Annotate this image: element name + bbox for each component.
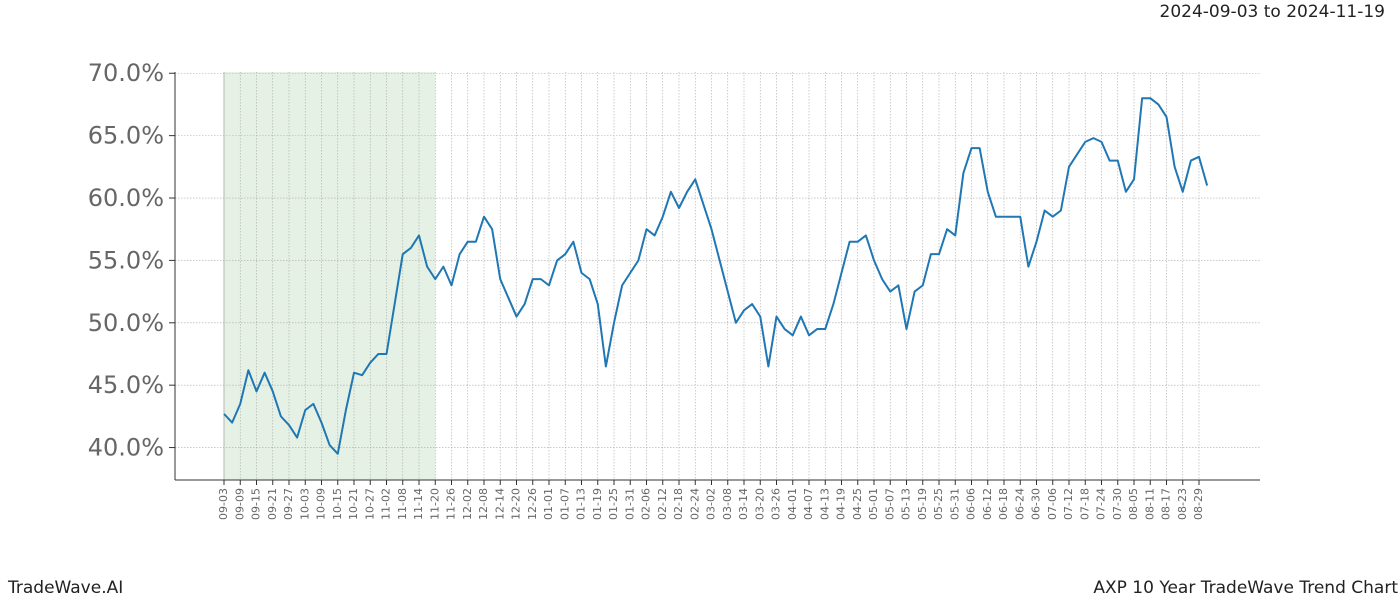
x-tick-label: 10-15: [331, 488, 344, 520]
x-tick-label: 09-09: [233, 488, 246, 520]
x-tick-label: 12-02: [461, 488, 474, 520]
trend-line: [223, 97, 1209, 455]
footer-left: TradeWave.AI: [7, 578, 123, 598]
y-tick-label: 65.0%: [88, 122, 164, 150]
x-tick-label: 02-12: [656, 488, 669, 520]
x-tick-label: 11-02: [380, 488, 393, 520]
x-tick-label: 05-07: [883, 488, 896, 520]
x-tick-label: 05-31: [948, 488, 961, 520]
x-tick-label: 11-14: [412, 488, 425, 520]
y-tick-label: 40.0%: [88, 434, 164, 462]
x-tick-label: 08-11: [1143, 488, 1156, 520]
x-tick-label: 08-23: [1176, 488, 1189, 520]
x-tick-label: 01-01: [542, 488, 555, 520]
x-tick-label: 12-08: [477, 488, 490, 520]
x-tick-label: 08-29: [1192, 488, 1205, 520]
x-tick-label: 03-26: [770, 488, 783, 520]
x-tick-label: 11-08: [396, 488, 409, 520]
x-tick-label: 09-27: [282, 488, 295, 520]
x-tick-label: 07-30: [1111, 488, 1124, 520]
x-tick-label: 06-30: [1030, 488, 1043, 520]
y-tick-label: 50.0%: [88, 309, 164, 337]
x-tick-label: 06-18: [997, 488, 1010, 520]
x-tick-label: 04-01: [786, 488, 799, 520]
x-tick-label: 10-21: [347, 488, 360, 520]
x-tick-label: 09-03: [217, 488, 230, 520]
x-tick-label: 06-24: [1013, 488, 1026, 520]
x-tick-label: 01-13: [575, 488, 588, 520]
x-tick-label: 01-19: [591, 488, 604, 520]
x-tick-label: 07-06: [1046, 488, 1059, 520]
x-tick-label: 07-18: [1078, 488, 1091, 520]
x-tick-label: 12-20: [510, 488, 523, 520]
x-tick-label: 05-25: [932, 488, 945, 520]
x-tick-label: 02-24: [688, 488, 701, 520]
x-tick-label: 12-26: [526, 488, 539, 520]
y-tick-label: 45.0%: [88, 371, 164, 399]
x-tick-label: 09-21: [266, 488, 279, 520]
y-tick-label: 70.0%: [88, 59, 164, 87]
x-tick-label: 03-20: [753, 488, 766, 520]
highlight-band: [224, 72, 436, 480]
x-tick-label: 01-07: [558, 488, 571, 520]
x-tick-label: 11-26: [445, 488, 458, 520]
x-tick-label: 08-17: [1160, 488, 1173, 520]
x-tick-label: 09-15: [250, 488, 263, 520]
x-tick-label: 01-31: [623, 488, 636, 520]
x-tick-label: 04-07: [802, 488, 815, 520]
x-tick-label: 06-12: [981, 488, 994, 520]
x-tick-label: 05-13: [900, 488, 913, 520]
x-tick-label: 01-25: [607, 488, 620, 520]
x-tick-label: 03-08: [721, 488, 734, 520]
x-tick-label: 04-25: [851, 488, 864, 520]
x-tick-label: 03-14: [737, 488, 750, 520]
x-tick-label: 10-09: [315, 488, 328, 520]
y-tick-label: 60.0%: [88, 184, 164, 212]
x-tick-label: 07-12: [1062, 488, 1075, 520]
x-tick-label: 04-13: [818, 488, 831, 520]
x-tick-label: 11-20: [428, 488, 441, 520]
y-tick-label: 55.0%: [88, 246, 164, 274]
x-tick-label: 05-19: [916, 488, 929, 520]
x-tick-label: 03-02: [705, 488, 718, 520]
x-tick-label: 10-27: [363, 488, 376, 520]
x-tick-label: 05-01: [867, 488, 880, 520]
x-tick-label: 12-14: [493, 488, 506, 520]
footer-right: AXP 10 Year TradeWave Trend Chart: [1093, 578, 1398, 598]
subtitle: 2024-09-03 to 2024-11-19: [1160, 2, 1385, 22]
x-tick-label: 04-19: [835, 488, 848, 520]
x-tick-label: 10-03: [298, 488, 311, 520]
x-tick-label: 02-06: [640, 488, 653, 520]
x-tick-label: 07-24: [1095, 488, 1108, 520]
x-tick-label: 02-18: [672, 488, 685, 520]
x-tick-label: 08-05: [1127, 488, 1140, 520]
x-tick-label: 06-06: [965, 488, 978, 520]
